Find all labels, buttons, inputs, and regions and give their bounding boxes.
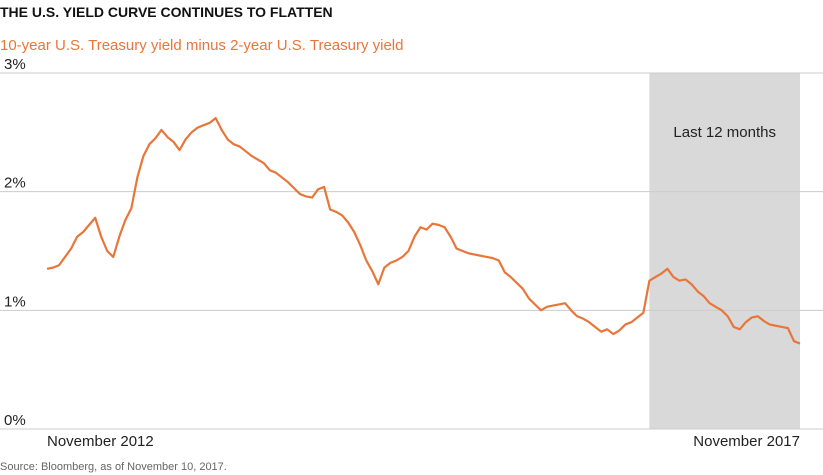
x-tick-label: November 2012 — [47, 433, 154, 450]
source-note: Source: Bloomberg, as of November 10, 20… — [0, 461, 227, 473]
chart-subtitle: 10-year U.S. Treasury yield minus 2-year… — [0, 37, 403, 54]
y-tick-label: 0% — [4, 412, 26, 429]
chart-title: THE U.S. YIELD CURVE CONTINUES TO FLATTE… — [0, 4, 333, 20]
y-tick-label: 1% — [4, 293, 26, 310]
data-line — [46, 116, 801, 345]
y-tick-label: 3% — [4, 56, 26, 73]
x-tick-label: November 2017 — [693, 433, 800, 450]
y-tick-label: 2% — [4, 175, 26, 192]
highlight-label: Last 12 months — [673, 124, 776, 141]
highlight-band — [649, 73, 800, 429]
